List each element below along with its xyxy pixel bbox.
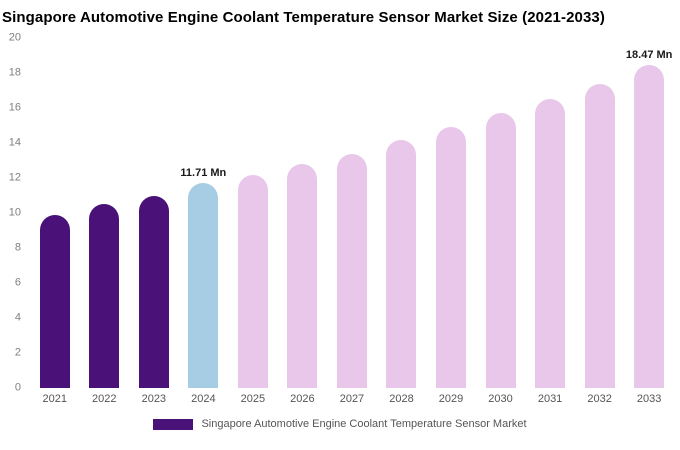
y-tick-label: 0 — [14, 381, 21, 394]
bar-2023 — [138, 195, 169, 388]
x-tick-label-2026: 2026 — [290, 393, 315, 405]
y-axis: 0 2 4 6 8 10 12 14 16 18 20 — [0, 32, 30, 393]
bar-column-2030: 2030 — [476, 38, 526, 410]
bar-2024 — [188, 183, 219, 388]
x-tick-label-2032: 2032 — [587, 393, 612, 405]
x-tick-label-2022: 2022 — [92, 393, 117, 405]
bar-column-2023: 2023 — [129, 38, 179, 410]
bar-column-2031: 2031 — [525, 38, 575, 410]
y-tick-label: 6 — [14, 276, 21, 289]
bar-2030 — [485, 113, 516, 388]
bar-value-label-2033: 18.47 Mn — [625, 48, 673, 61]
x-tick-label-2029: 2029 — [438, 393, 464, 405]
y-tick-label: 2 — [14, 346, 21, 359]
bar-2033 — [634, 64, 665, 388]
bar-2028 — [386, 139, 417, 388]
chart-title: Singapore Automotive Engine Coolant Temp… — [2, 9, 605, 26]
y-tick-label: 12 — [8, 171, 21, 184]
y-tick-label: 14 — [8, 136, 21, 149]
bar-column-2033: 18.47 Mn 2033 — [624, 38, 674, 410]
bar-column-2024: 11.71 Mn 2024 — [179, 38, 229, 410]
bar-column-2027: 2027 — [327, 38, 377, 410]
y-tick-label: 20 — [8, 31, 21, 44]
x-tick-label-2028: 2028 — [389, 393, 414, 405]
bar-2026 — [287, 164, 318, 388]
legend-label: Singapore Automotive Engine Coolant Temp… — [201, 418, 527, 430]
x-tick-label-2033: 2033 — [636, 393, 662, 405]
bar-2029 — [436, 127, 467, 388]
y-tick-label: 8 — [14, 241, 21, 254]
bar-column-2022: 2022 — [80, 38, 130, 410]
bar-column-2026: 2026 — [278, 38, 328, 410]
plot-area: 2021 2022 2023 11.71 Mn 2024 2025 2026 2027 2028… — [30, 38, 674, 410]
bar-2031 — [535, 99, 566, 388]
bar-column-2032: 2032 — [575, 38, 625, 410]
x-tick-label-2030: 2030 — [488, 393, 513, 405]
legend-swatch — [153, 418, 194, 430]
bar-column-2028: 2028 — [377, 38, 427, 410]
x-tick-label-2031: 2031 — [537, 393, 563, 405]
bar-value-label-2024: 11.71 Mn — [180, 167, 227, 180]
bar-2025 — [237, 174, 268, 388]
x-tick-label-2024: 2024 — [191, 393, 216, 405]
bar-column-2025: 2025 — [228, 38, 278, 410]
x-tick-label-2025: 2025 — [240, 393, 266, 405]
x-tick-label-2027: 2027 — [339, 393, 365, 405]
bar-column-2021: 2021 — [30, 38, 80, 410]
bar-2022 — [89, 204, 120, 388]
y-tick-label: 18 — [8, 66, 21, 79]
chart-body: 0 2 4 6 8 10 12 14 16 18 20 2021 2022 2023 11.71 Mn 20… — [0, 32, 680, 410]
x-tick-label-2021: 2021 — [42, 393, 67, 405]
chart-legend: Singapore Automotive Engine Coolant Temp… — [0, 418, 680, 430]
bar-2027 — [336, 153, 367, 388]
y-tick-label: 10 — [8, 206, 21, 219]
y-tick-label: 16 — [8, 101, 21, 114]
x-tick-label-2023: 2023 — [141, 393, 167, 405]
y-tick-label: 4 — [14, 311, 21, 324]
bar-column-2029: 2029 — [426, 38, 476, 410]
bar-2032 — [584, 83, 615, 388]
bar-2021 — [39, 214, 70, 388]
